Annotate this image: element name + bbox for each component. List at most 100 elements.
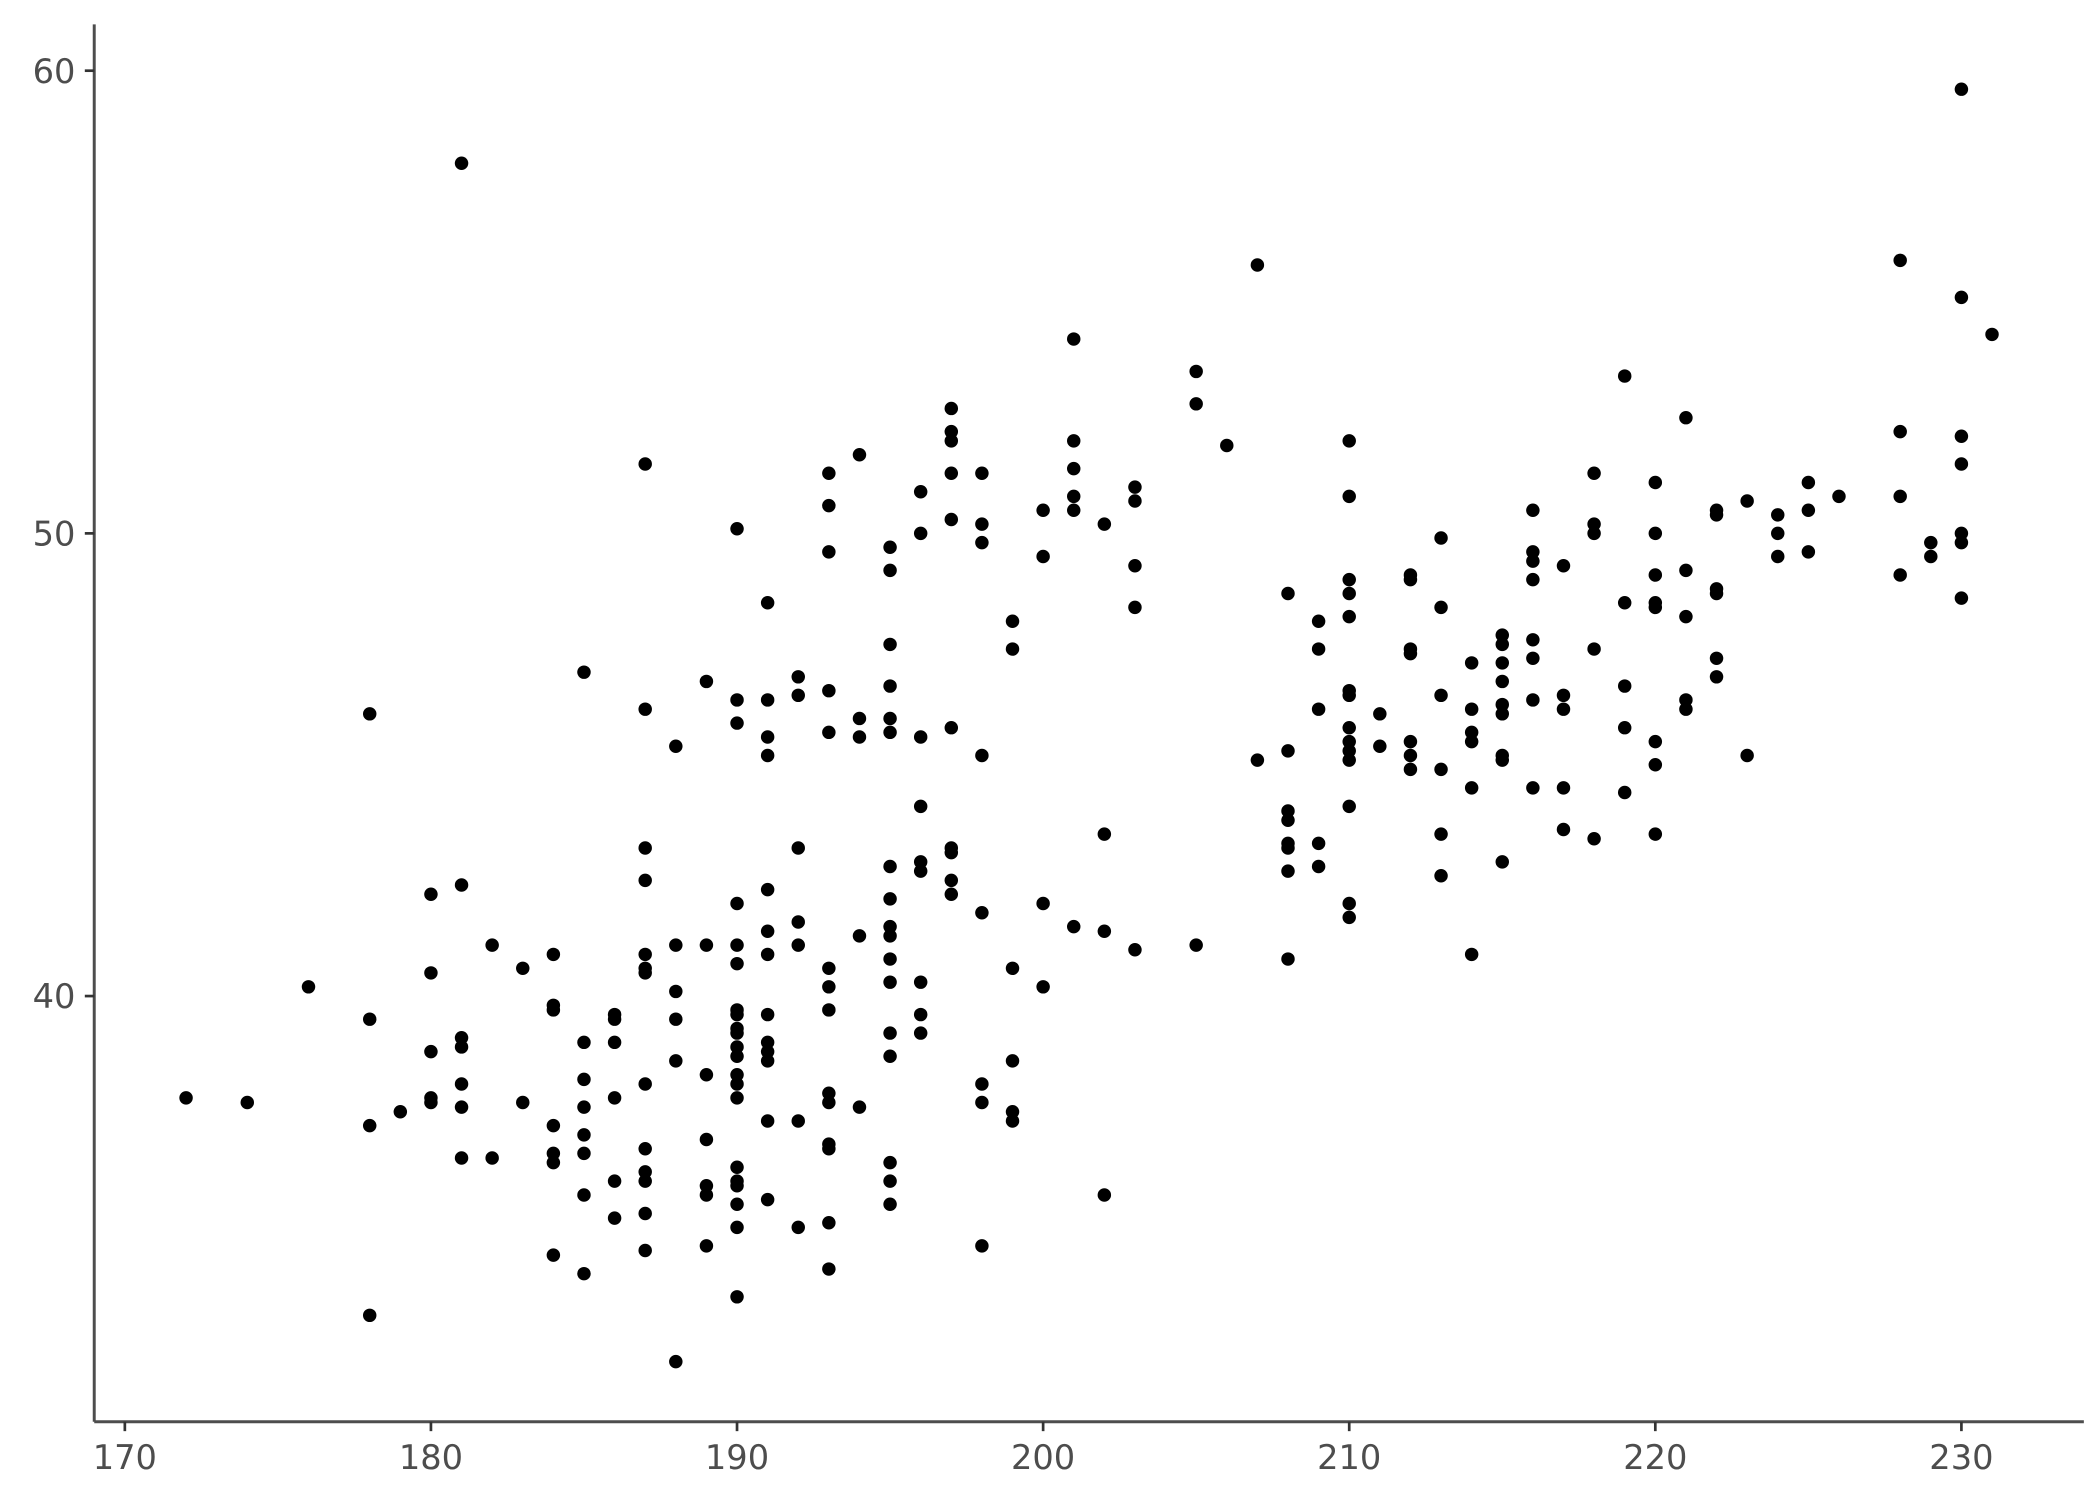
data-point bbox=[822, 1262, 836, 1276]
data-point bbox=[1342, 688, 1356, 703]
data-point bbox=[975, 748, 989, 763]
data-point bbox=[1464, 947, 1479, 962]
data-point bbox=[1342, 609, 1356, 624]
data-point bbox=[913, 1007, 928, 1022]
x-tick-label: 190 bbox=[705, 1438, 769, 1477]
data-point bbox=[1495, 637, 1509, 652]
data-point bbox=[424, 1044, 438, 1059]
data-point bbox=[454, 1030, 469, 1045]
data-point bbox=[516, 1095, 530, 1110]
data-point bbox=[1403, 734, 1418, 749]
data-point bbox=[1556, 559, 1571, 573]
data-point bbox=[883, 1155, 897, 1170]
y-tick-label: 40 bbox=[33, 977, 76, 1016]
data-point bbox=[577, 1035, 591, 1050]
data-point bbox=[1250, 258, 1265, 272]
data-point bbox=[822, 545, 836, 559]
data-point bbox=[1679, 693, 1693, 707]
data-point bbox=[1617, 720, 1632, 735]
data-point bbox=[669, 739, 683, 753]
data-point bbox=[638, 702, 652, 716]
data-point bbox=[913, 485, 928, 499]
data-point bbox=[1954, 535, 1969, 550]
data-point bbox=[546, 947, 561, 962]
data-point bbox=[944, 466, 959, 480]
data-point bbox=[1617, 785, 1632, 800]
data-point bbox=[1679, 410, 1693, 425]
data-point bbox=[1067, 503, 1081, 517]
data-point bbox=[516, 961, 530, 976]
data-point bbox=[1036, 980, 1050, 994]
data-point bbox=[1281, 952, 1295, 966]
data-point bbox=[1311, 702, 1326, 716]
data-point bbox=[730, 1077, 744, 1091]
data-point bbox=[913, 864, 928, 878]
x-tick-label: 200 bbox=[1011, 1438, 1075, 1477]
data-point bbox=[791, 938, 805, 952]
data-point bbox=[1434, 600, 1448, 615]
data-point bbox=[1281, 813, 1295, 827]
data-point bbox=[822, 1003, 836, 1017]
data-point bbox=[1709, 651, 1724, 666]
data-point bbox=[1067, 919, 1081, 934]
data-point bbox=[1893, 253, 1907, 268]
data-point bbox=[913, 1026, 928, 1040]
data-point bbox=[1801, 503, 1816, 517]
data-point bbox=[1495, 656, 1509, 670]
data-point bbox=[1189, 397, 1203, 411]
data-point bbox=[760, 1007, 775, 1022]
data-point bbox=[730, 1290, 744, 1304]
data-point bbox=[577, 1146, 591, 1161]
data-point bbox=[1342, 744, 1356, 758]
data-point bbox=[1281, 864, 1295, 878]
data-point bbox=[1464, 725, 1479, 740]
data-point bbox=[1067, 489, 1081, 504]
data-point bbox=[1464, 702, 1479, 716]
data-point bbox=[638, 1165, 652, 1179]
data-point bbox=[1832, 489, 1846, 504]
data-point bbox=[362, 1308, 377, 1323]
data-point bbox=[791, 841, 805, 855]
data-point bbox=[1434, 531, 1448, 545]
data-point bbox=[1311, 614, 1326, 629]
data-point bbox=[730, 1197, 744, 1211]
data-point bbox=[760, 693, 775, 707]
data-point bbox=[1526, 554, 1540, 568]
data-point bbox=[730, 1067, 744, 1082]
data-point bbox=[1556, 781, 1571, 795]
data-point bbox=[1617, 596, 1632, 610]
data-point bbox=[791, 688, 805, 703]
data-point bbox=[1954, 429, 1969, 443]
data-point bbox=[1128, 600, 1142, 615]
data-point bbox=[1893, 568, 1907, 582]
data-point bbox=[454, 156, 469, 170]
data-point bbox=[1648, 600, 1663, 615]
data-point bbox=[1342, 734, 1356, 749]
data-point bbox=[883, 859, 897, 874]
data-point bbox=[822, 466, 836, 480]
data-point bbox=[362, 1118, 377, 1133]
data-point bbox=[454, 878, 469, 892]
data-point bbox=[1097, 827, 1112, 841]
data-point bbox=[883, 952, 897, 966]
data-point bbox=[301, 980, 316, 994]
data-point bbox=[730, 693, 744, 707]
data-point bbox=[638, 841, 652, 855]
data-point bbox=[638, 873, 652, 888]
data-point bbox=[913, 526, 928, 541]
data-point bbox=[1311, 642, 1326, 656]
data-point bbox=[607, 1035, 622, 1050]
data-point bbox=[1648, 568, 1663, 582]
data-point bbox=[791, 1114, 805, 1128]
data-point bbox=[883, 637, 897, 652]
data-point bbox=[669, 1354, 683, 1369]
data-point bbox=[883, 1174, 897, 1188]
data-point bbox=[1771, 549, 1785, 564]
data-point bbox=[822, 725, 836, 740]
data-point bbox=[1067, 434, 1081, 448]
data-point bbox=[1342, 910, 1356, 925]
data-point bbox=[791, 670, 805, 684]
data-point bbox=[669, 984, 683, 999]
data-point bbox=[1954, 82, 1969, 96]
data-point bbox=[1801, 545, 1816, 559]
